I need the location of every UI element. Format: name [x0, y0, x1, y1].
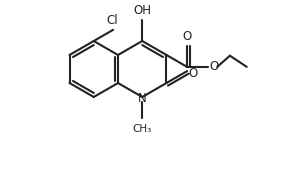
Text: Cl: Cl: [106, 14, 118, 27]
Text: O: O: [183, 30, 192, 43]
Text: N: N: [138, 92, 147, 105]
Text: OH: OH: [133, 4, 151, 17]
Text: CH₃: CH₃: [133, 124, 152, 134]
Text: O: O: [188, 67, 197, 80]
Text: O: O: [209, 60, 218, 73]
